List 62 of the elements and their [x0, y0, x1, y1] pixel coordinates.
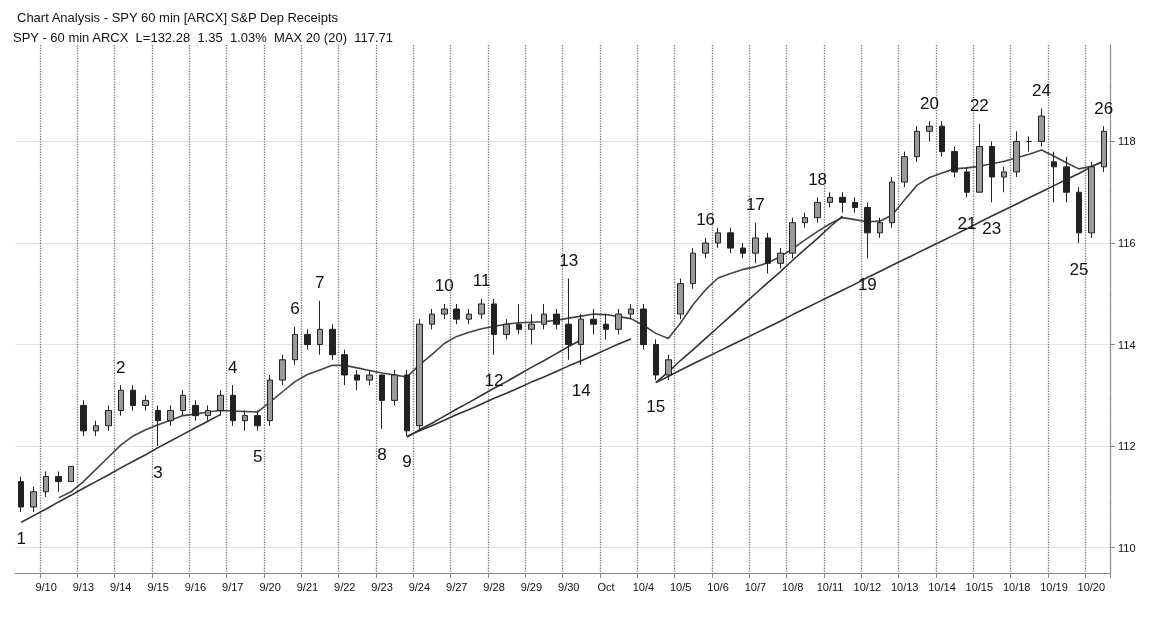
x-tick-label: 9/13	[72, 580, 95, 593]
text: 5	[252, 447, 263, 467]
text: 12	[484, 371, 504, 391]
text: 20	[920, 93, 940, 113]
x-tick-label: 10/7	[744, 580, 767, 593]
text: 15	[646, 396, 666, 416]
text: 2	[116, 357, 126, 377]
x-tick-label: 10/13	[890, 580, 919, 593]
x-tick-label: 10/8	[781, 580, 804, 593]
x-tick-label: 9/27	[446, 580, 468, 593]
x-tick-label: 10/11	[816, 580, 844, 593]
y-tick-label: 116	[1118, 237, 1136, 249]
x-tick-label: 10/18	[1002, 580, 1031, 593]
x-tick-label: 9/21	[296, 580, 319, 593]
text: 17	[745, 195, 765, 215]
text: 3	[153, 462, 163, 482]
y-tick-label: 110	[1118, 541, 1136, 554]
text: 23	[982, 218, 1002, 238]
x-tick-label: 10/5	[670, 580, 692, 593]
text: 25	[1069, 259, 1089, 279]
x-tick-label: 10/20	[1077, 580, 1106, 593]
x-tick-label: 9/29	[520, 580, 543, 593]
text: 22	[969, 96, 989, 116]
x-tick-label: 10/15	[965, 580, 994, 593]
x-tick-label: 9/10	[35, 580, 57, 593]
text: 21	[957, 213, 977, 233]
text: 1	[16, 528, 26, 548]
x-tick-label: 10/4	[632, 580, 655, 593]
text: 8	[377, 445, 387, 465]
y-tick-label: 112	[1118, 440, 1136, 453]
text: 6	[290, 299, 300, 319]
x-tick-label: 10/6	[707, 580, 729, 593]
x-tick-label: 9/30	[558, 580, 580, 593]
chart-title: Chart Analysis - SPY 60 min [ARCX] S&P Dep Receipts	[17, 10, 339, 25]
text: 10	[434, 276, 454, 296]
text: 4	[228, 357, 238, 377]
text: 11	[472, 271, 491, 291]
x-tick-label: 9/20	[259, 580, 281, 593]
x-tick-label: Oct	[597, 580, 615, 593]
text: 7	[315, 273, 325, 293]
y-tick-label: 114	[1118, 338, 1136, 351]
chart-subtitle: SPY - 60 min ARCX L=132.28 1.35 1.03% MAX 20 (20) 117.71	[13, 30, 393, 45]
x-tick-label: 10/14	[928, 580, 956, 593]
x-tick-label: 9/17	[222, 580, 244, 593]
text: 18	[808, 169, 828, 189]
text: 24	[1032, 80, 1052, 100]
x-tick-label: 9/24	[408, 580, 431, 593]
x-tick-label: 9/16	[184, 580, 207, 593]
x-tick-label: 10/12	[853, 580, 882, 593]
x-tick-label: 9/14	[110, 580, 132, 593]
text: 13	[559, 251, 579, 271]
x-tick-label: 9/23	[371, 580, 393, 593]
text: 19	[857, 274, 877, 294]
text: 9	[402, 452, 412, 472]
x-tick-label: 9/15	[147, 580, 169, 593]
x-tick-label: 9/28	[483, 580, 505, 593]
y-tick-label: 118	[1118, 135, 1136, 148]
x-tick-label: 10/19	[1040, 580, 1068, 593]
text: 26	[1094, 98, 1114, 118]
x-tick-label: 9/22	[334, 580, 356, 593]
text: 16	[696, 210, 716, 230]
text: 14	[571, 381, 591, 401]
